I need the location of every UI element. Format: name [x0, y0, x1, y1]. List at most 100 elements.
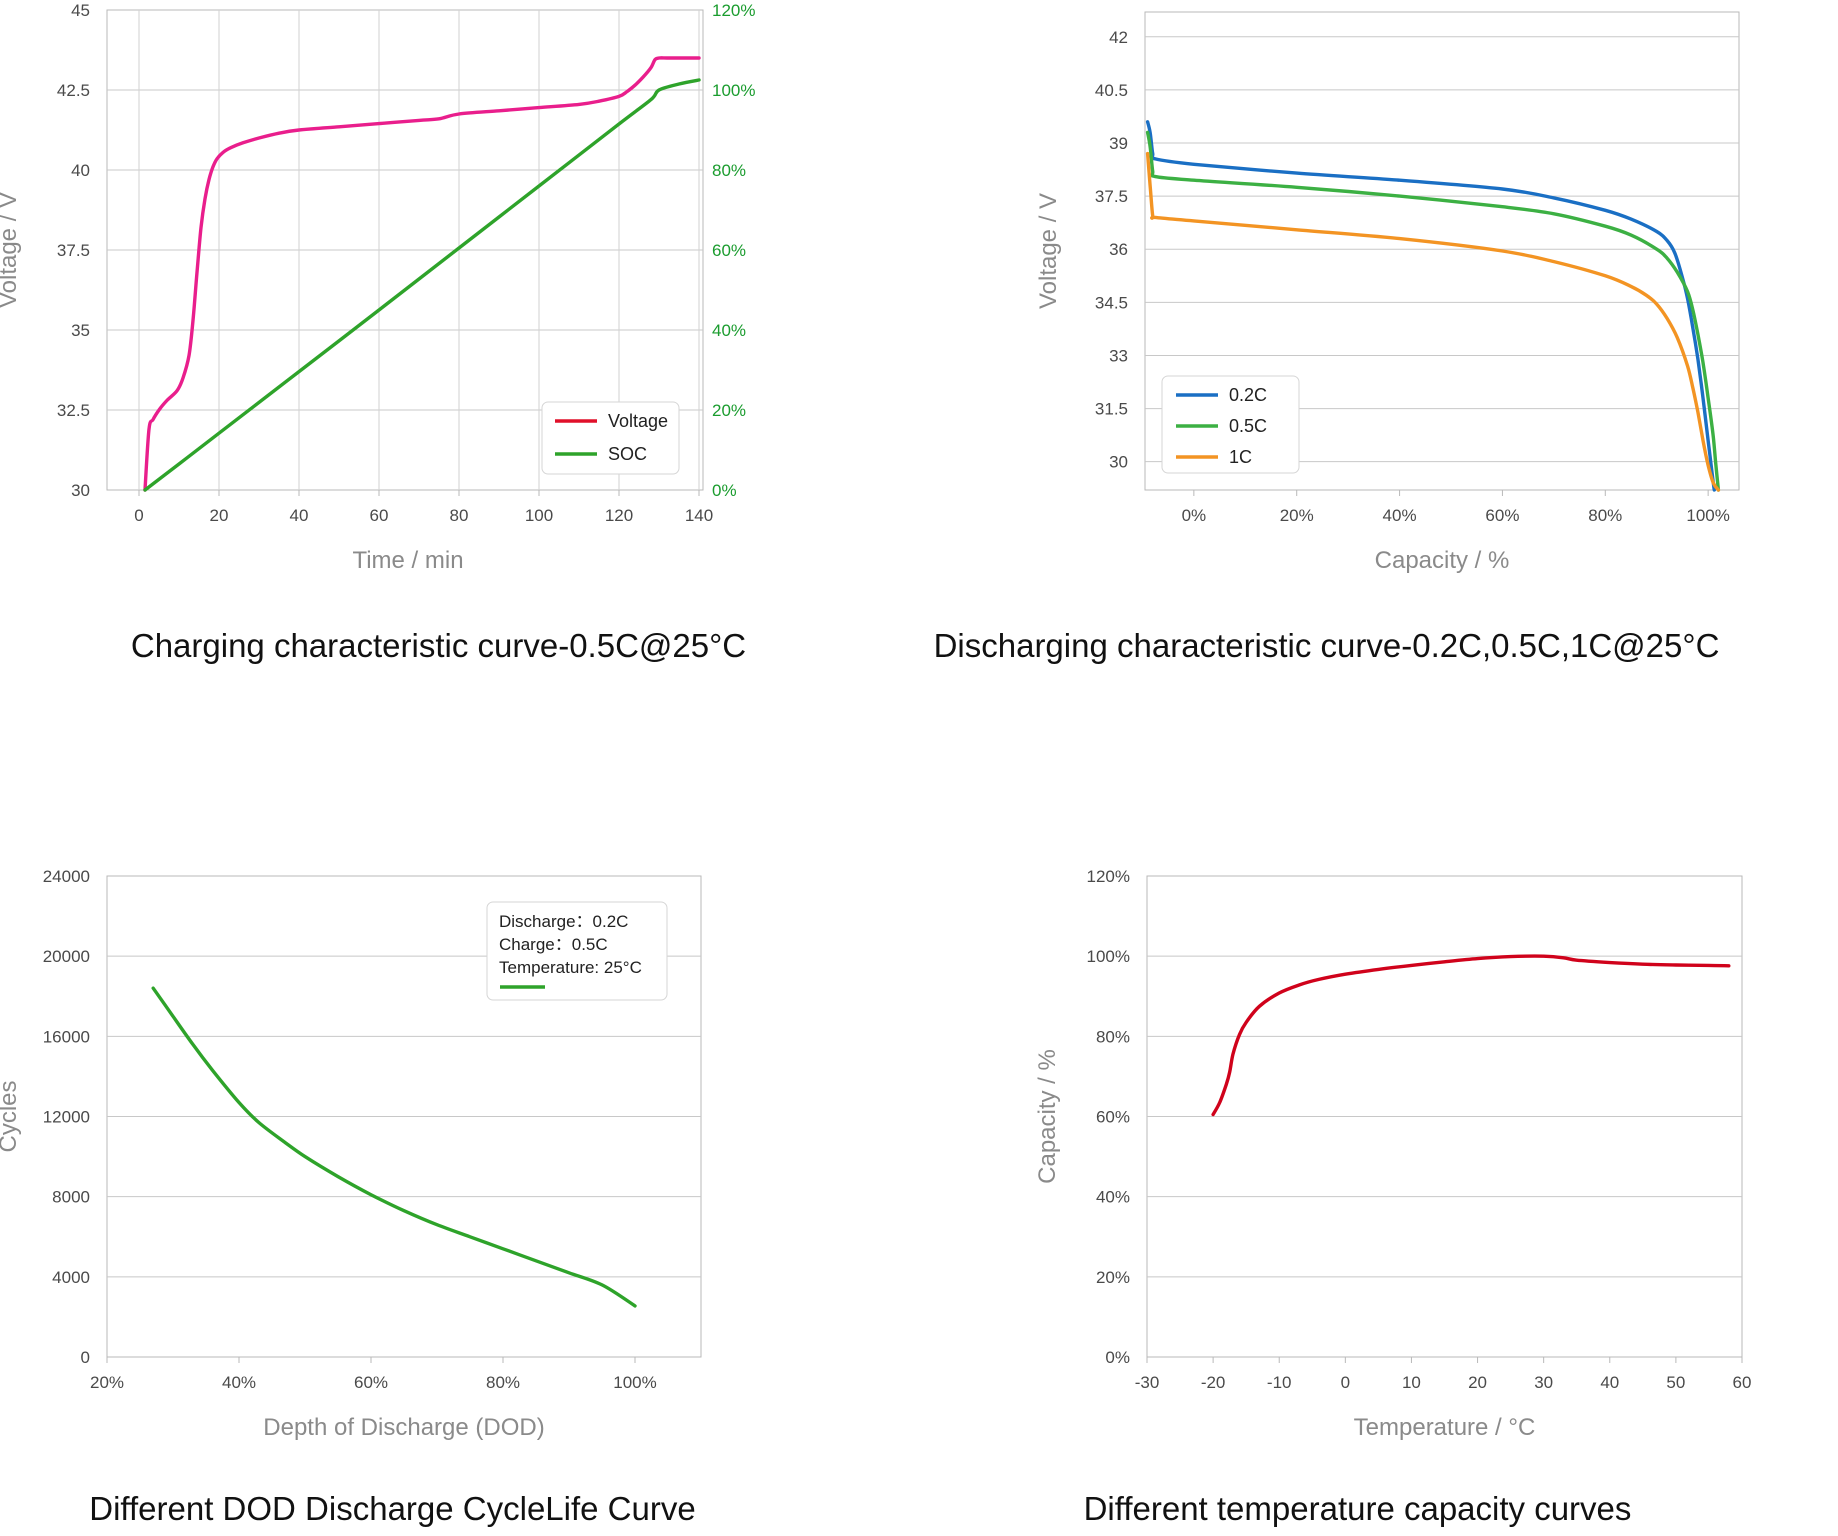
y-tick-label: 32.5 [57, 401, 90, 420]
y-tick-label: 31.5 [1095, 400, 1128, 419]
cycle-life-chart: 0 4000 8000 12000 16000 20000 24000 20% 40% 60% 80… [0, 867, 702, 1441]
y-tick-label: 33 [1109, 346, 1128, 365]
y-tick-label: 30 [71, 481, 90, 500]
x-tick-label: 40 [1600, 1373, 1619, 1392]
y2-tick-label: 100% [712, 81, 755, 100]
x-tick-label: 40% [222, 1373, 256, 1392]
series-line [1211, 954, 1731, 1117]
y2-tick-label: 0% [712, 481, 737, 500]
x-tick-label: -10 [1267, 1373, 1292, 1392]
y-axis-label: Voltage / V [1035, 193, 1062, 309]
y-axis-label: Capacity / % [1034, 1049, 1061, 1184]
x-tick-label: -20 [1201, 1373, 1226, 1392]
x-tick-label: 40 [290, 506, 309, 525]
legend-label: SOC [608, 444, 647, 464]
y-tick-label: 42.5 [57, 81, 90, 100]
series-line [151, 986, 637, 1308]
y-tick-label: 37.5 [57, 241, 90, 260]
x-tick-label: 0 [1341, 1373, 1350, 1392]
y-tick-label: 42 [1109, 28, 1128, 47]
legend-label: Discharge：0.2C [499, 912, 628, 931]
x-tick-label: 50 [1666, 1373, 1685, 1392]
x-tick-label: 30 [1534, 1373, 1553, 1392]
x-tick-label: 60 [1733, 1373, 1752, 1392]
y-tick-label: 36 [1109, 240, 1128, 259]
series-line-voltage [143, 56, 701, 492]
y-tick-label: 37.5 [1095, 187, 1128, 206]
y-tick-label: 35 [71, 321, 90, 340]
x-axis-label: Depth of Discharge (DOD) [263, 1414, 544, 1441]
y2-tick-label: 40% [712, 321, 746, 340]
temperature-chart-panel: 0% 20% 40% 60% 80% 100% 120% -30 -20 -10 0 10 20 30 40… [919, 768, 1838, 1536]
y-tick-label: 30 [1109, 453, 1128, 472]
y-axis-label: Voltage / V [0, 192, 22, 308]
y2-tick-label: 60% [712, 241, 746, 260]
discharging-chart-panel: 30 31.5 33 34.5 36 37.5 39 40.5 42 0% 20% 40% 60% 80%… [919, 0, 1838, 768]
temperature-chart-title: Different temperature capacity curves [1083, 1490, 1632, 1527]
temperature-chart: 0% 20% 40% 60% 80% 100% 120% -30 -20 -10 0 10 20 30 40… [1034, 867, 1752, 1441]
x-tick-label: 80% [1588, 506, 1622, 525]
legend-label: 1C [1229, 447, 1252, 467]
x-tick-label: 40% [1383, 506, 1417, 525]
y-tick-label: 20% [1096, 1268, 1130, 1287]
legend-label: Charge：0.5C [499, 935, 608, 954]
y2-tick-label: 120% [712, 1, 755, 20]
series-line-0-5c [1145, 130, 1721, 492]
x-tick-label: 100% [613, 1373, 656, 1392]
x-axis-label: Capacity / % [1375, 547, 1510, 574]
legend-label: Voltage [608, 411, 668, 431]
x-axis-label: Time / min [352, 547, 463, 574]
y-tick-label: 4000 [52, 1268, 90, 1287]
y-tick-label: 120% [1087, 867, 1130, 886]
x-tick-label: 20% [90, 1373, 124, 1392]
x-tick-label: 0 [134, 506, 143, 525]
y-tick-label: 39 [1109, 134, 1128, 153]
series-line-1c [1145, 151, 1721, 492]
x-tick-label: 80% [486, 1373, 520, 1392]
x-tick-label: 20% [1280, 506, 1314, 525]
legend-box [1161, 375, 1300, 474]
x-tick-label: 60% [354, 1373, 388, 1392]
y-tick-label: 45 [71, 1, 90, 20]
x-tick-label: 60 [370, 506, 389, 525]
x-tick-label: 0% [1182, 506, 1207, 525]
series-line-0-2c [1145, 120, 1716, 492]
discharging-chart-title: Discharging characteristic curve-0.2C,0.… [933, 627, 1720, 664]
y-tick-label: 16000 [43, 1027, 90, 1046]
y-tick-label: 20000 [43, 947, 90, 966]
y-tick-label: 8000 [52, 1188, 90, 1207]
x-tick-label: 100% [1686, 506, 1729, 525]
cycle-life-chart-title: Different DOD Discharge CycleLife Curve [89, 1490, 696, 1527]
x-tick-label: 120 [605, 506, 633, 525]
legend-label: 0.5C [1229, 416, 1267, 436]
cycle-life-chart-panel: 0 4000 8000 12000 16000 20000 24000 20% 40% 60% 80… [0, 768, 919, 1536]
y-tick-label: 12000 [43, 1108, 90, 1127]
plot-frame [1144, 11, 1740, 491]
x-tick-label: 60% [1485, 506, 1519, 525]
charging-chart-title: Charging characteristic curve-0.5C@25°C [130, 627, 747, 664]
x-tick-label: 140 [685, 506, 713, 525]
y-tick-label: 40 [71, 161, 90, 180]
x-axis-label: Temperature / °C [1354, 1414, 1536, 1441]
x-tick-label: 100 [525, 506, 553, 525]
y-tick-label: 40.5 [1095, 81, 1128, 100]
charging-chart-panel: 30 32.5 35 37.5 40 42.5 45 0 20 40 60 80 100 120 140 0%… [0, 0, 919, 768]
y-tick-label: 100% [1087, 947, 1130, 966]
x-tick-label: 20 [210, 506, 229, 525]
y-tick-label: 40% [1096, 1188, 1130, 1207]
legend-box [486, 901, 668, 1001]
y-axis-label: Cycles [0, 1080, 22, 1152]
x-tick-label: 10 [1402, 1373, 1421, 1392]
legend-label: 0.2C [1229, 385, 1267, 405]
y-tick-label: 0 [81, 1348, 90, 1367]
discharging-chart: 30 31.5 33 34.5 36 37.5 39 40.5 42 0% 20% 40% 60% 80%… [1035, 11, 1740, 574]
y2-tick-label: 80% [712, 161, 746, 180]
y-tick-label: 0% [1105, 1348, 1130, 1367]
y-tick-label: 34.5 [1095, 293, 1128, 312]
y-tick-label: 60% [1096, 1108, 1130, 1127]
y-tick-label: 24000 [43, 867, 90, 886]
y-tick-label: 80% [1096, 1027, 1130, 1046]
legend-label: Temperature: 25°C [499, 958, 642, 977]
x-tick-label: -30 [1135, 1373, 1160, 1392]
series-line-soc [143, 78, 701, 492]
